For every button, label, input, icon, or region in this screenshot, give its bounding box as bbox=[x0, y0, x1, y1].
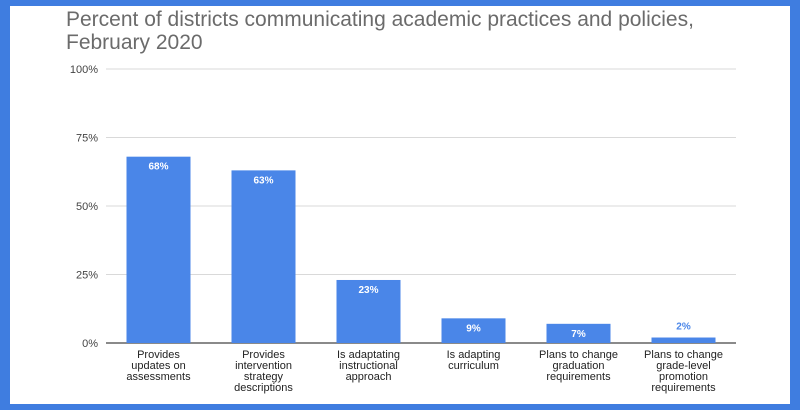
value-label: 2% bbox=[676, 322, 691, 333]
value-label: 68% bbox=[148, 162, 168, 173]
bar bbox=[336, 279, 401, 343]
category-label: requirements bbox=[651, 382, 716, 394]
value-label: 7% bbox=[571, 329, 586, 340]
value-label: 63% bbox=[253, 175, 273, 186]
chart-frame: Percent of districts communicating acade… bbox=[10, 6, 790, 404]
category-label: approach bbox=[346, 371, 392, 383]
bar bbox=[231, 170, 296, 343]
category-label: promotion bbox=[659, 371, 708, 383]
category-label: intervention bbox=[235, 360, 292, 372]
category-label: graduation bbox=[553, 360, 605, 372]
category-label: Plans to change bbox=[644, 349, 723, 361]
y-tick-label: 0% bbox=[82, 338, 98, 350]
category-label: assessments bbox=[126, 371, 191, 383]
category-label: requirements bbox=[546, 371, 611, 383]
category-label: updates on bbox=[131, 360, 185, 372]
bar bbox=[126, 156, 191, 343]
y-tick-label: 25% bbox=[76, 270, 98, 282]
category-label: descriptions bbox=[234, 382, 293, 394]
chart-title: Percent of districts communicating acade… bbox=[66, 8, 694, 54]
bar bbox=[441, 318, 506, 343]
category-label: curriculum bbox=[448, 360, 499, 372]
category-label: Is adapting bbox=[447, 349, 501, 361]
y-tick-label: 75% bbox=[76, 133, 98, 145]
category-label: grade-level bbox=[656, 360, 710, 372]
category-label: Plans to change bbox=[539, 349, 618, 361]
category-label: Provides bbox=[242, 349, 285, 361]
value-label: 9% bbox=[466, 323, 481, 334]
y-tick-label: 100% bbox=[70, 64, 98, 76]
category-label: Is adaptating bbox=[337, 349, 400, 361]
value-label: 23% bbox=[358, 285, 378, 296]
bar bbox=[546, 323, 611, 343]
bar bbox=[651, 337, 716, 343]
category-label: Provides bbox=[137, 349, 180, 361]
category-label: instructional bbox=[339, 360, 398, 372]
y-tick-label: 50% bbox=[76, 201, 98, 213]
category-label: strategy bbox=[244, 371, 284, 383]
